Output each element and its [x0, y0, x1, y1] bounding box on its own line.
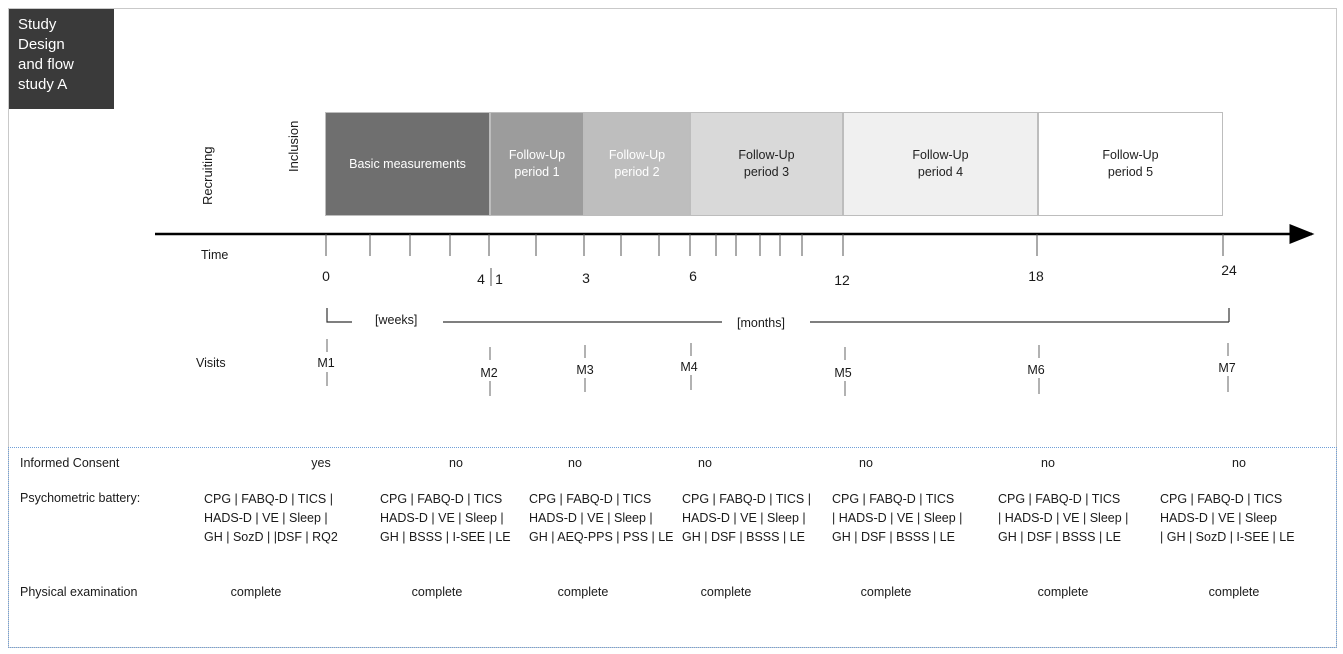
physical-m1: complete — [230, 585, 282, 599]
physical-m6: complete — [1037, 585, 1089, 599]
visit-ticks — [326, 339, 1229, 396]
physical-m2: complete — [411, 585, 463, 599]
tick-label-1: 1 — [495, 271, 503, 287]
visit-m3: M3 — [576, 363, 594, 377]
consent-m2: no — [449, 456, 463, 470]
visits-label: Visits — [196, 356, 226, 370]
psychometric-m6: CPG | FABQ-D | TICS | HADS-D | VE | Slee… — [998, 492, 1129, 544]
period-follow-up-4: Follow-Up period 4 — [843, 112, 1038, 216]
weeks-label: [weeks] — [375, 313, 418, 327]
physical-m3: complete — [557, 585, 609, 599]
consent-m4: no — [698, 456, 712, 470]
period-follow-up-5: Follow-Up period 5 — [1038, 112, 1223, 216]
physical-m5: complete — [860, 585, 912, 599]
physical-m7: complete — [1208, 585, 1260, 599]
tick-label-24: 24 — [1221, 262, 1237, 278]
psychometric-m4: CPG | FABQ-D | TICS | HADS-D | VE | Slee… — [682, 492, 811, 544]
consent-m5: no — [859, 456, 873, 470]
period-follow-up-1: Follow-Up period 1 — [490, 112, 584, 216]
assessment-table — [8, 447, 1337, 648]
consent-m3: no — [568, 456, 582, 470]
physical-m4: complete — [700, 585, 752, 599]
row-label-psychometric-battery: Psychometric battery: — [20, 491, 141, 505]
row-label-physical-examination: Physical examination — [20, 585, 138, 599]
row-label-informed-consent: Informed Consent — [20, 456, 120, 470]
period-bracket — [326, 308, 1230, 323]
visit-m7: M7 — [1218, 361, 1236, 375]
tick-label-12: 12 — [834, 272, 850, 288]
psychometric-m7: CPG | FABQ-D | TICS HADS-D | VE | Sleep … — [1160, 492, 1295, 544]
consent-m7: no — [1232, 456, 1246, 470]
psychometric-m2: CPG | FABQ-D | TICS HADS-D | VE | Sleep … — [380, 492, 511, 544]
visit-m5: M5 — [834, 366, 852, 380]
visit-m6: M6 — [1027, 363, 1045, 377]
visit-m4: M4 — [680, 360, 698, 374]
diagram-title: Study Design and flow study A — [9, 9, 114, 109]
consent-m1: yes — [311, 456, 331, 470]
tick-label-18: 18 — [1028, 268, 1044, 284]
visit-m1: M1 — [317, 356, 335, 370]
psychometric-m5: CPG | FABQ-D | TICS | HADS-D | VE | Slee… — [832, 492, 963, 544]
psychometric-m1: CPG | FABQ-D | TICS | HADS-D | VE | Slee… — [204, 492, 338, 544]
tick-label-6: 6 — [689, 268, 697, 284]
period-basic-measurements: Basic measurements — [325, 112, 490, 216]
consent-m6: no — [1041, 456, 1055, 470]
tick-label-4: 4 — [477, 271, 485, 287]
months-label: [months] — [737, 316, 785, 330]
period-follow-up-2: Follow-Up period 2 — [584, 112, 690, 216]
tick-label-0: 0 — [322, 268, 330, 284]
visit-m2: M2 — [480, 366, 498, 380]
axis-ticks — [325, 234, 1224, 256]
tick-label-3: 3 — [582, 270, 590, 286]
period-follow-up-3: Follow-Up period 3 — [690, 112, 843, 216]
psychometric-m3: CPG | FABQ-D | TICS HADS-D | VE | Sleep … — [529, 492, 674, 544]
time-label: Time — [201, 248, 229, 262]
